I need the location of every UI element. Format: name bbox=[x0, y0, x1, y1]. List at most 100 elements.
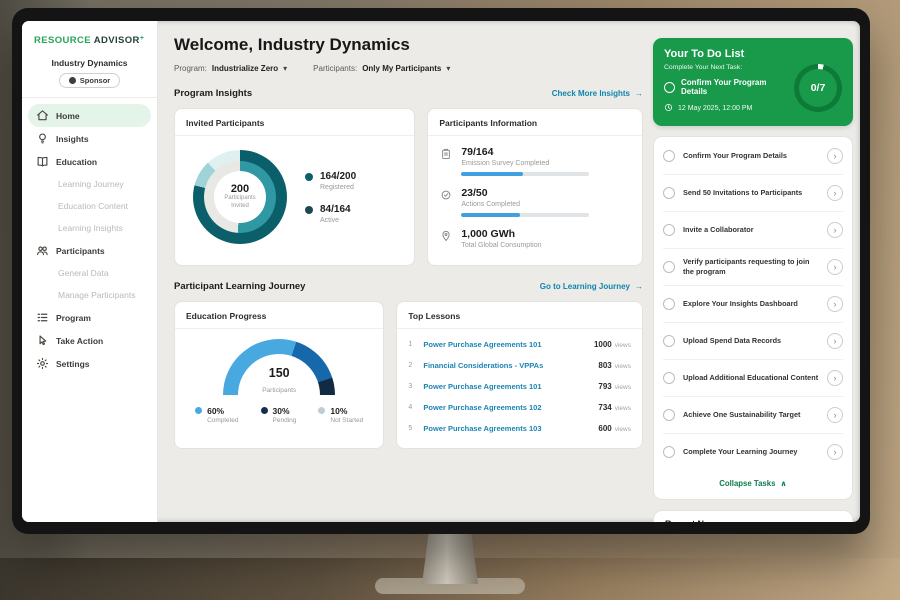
book-icon bbox=[36, 155, 49, 168]
participants-filter[interactable]: Participants: Only My Participants ▾ bbox=[313, 64, 450, 73]
gauge-center-value: 150 bbox=[223, 367, 335, 380]
sidebar-item-education-content[interactable]: Education Content bbox=[28, 195, 151, 217]
lesson-row: 5 Power Purchase Agreements 103 600views bbox=[408, 418, 631, 439]
clipboard-icon bbox=[440, 148, 452, 160]
legend-dot bbox=[305, 206, 313, 214]
sidebar-item-label: Take Action bbox=[56, 336, 103, 346]
scene: RESOURCE ADVISOR+ Industry Dynamics Spon… bbox=[0, 0, 900, 600]
emission-survey-row: 79/164 Emission Survey Completed bbox=[440, 146, 630, 176]
todo-next-task-label: Confirm Your Program Details bbox=[681, 78, 794, 96]
lesson-link[interactable]: Power Purchase Agreements 101 bbox=[423, 340, 583, 349]
legend-value: 84/164 bbox=[320, 204, 351, 215]
chevron-right-icon[interactable]: › bbox=[827, 370, 843, 386]
sidebar-item-participants[interactable]: Participants bbox=[28, 239, 151, 262]
task-row-upload-educational-content[interactable]: Upload Additional Educational Content › bbox=[663, 360, 843, 397]
sponsor-badge[interactable]: Sponsor bbox=[59, 73, 120, 88]
todo-progress-value: 0/7 bbox=[811, 82, 826, 94]
sidebar-item-manage-participants[interactable]: Manage Participants bbox=[28, 284, 151, 306]
org-name: Industry Dynamics bbox=[28, 58, 151, 68]
lesson-rank: 2 bbox=[408, 362, 415, 369]
section-title-learning-journey: Participant Learning Journey bbox=[174, 281, 305, 292]
task-row-send-invitations[interactable]: Send 50 Invitations to Participants › bbox=[663, 175, 843, 212]
filter-bar: Program: Industrialize Zero ▾ Participan… bbox=[174, 64, 643, 73]
checkbox-icon[interactable] bbox=[663, 446, 675, 458]
task-row-explore-insights[interactable]: Explore Your Insights Dashboard › bbox=[663, 286, 843, 323]
sidebar-item-label: Program bbox=[56, 313, 91, 323]
program-filter-value: Industrialize Zero bbox=[212, 64, 278, 73]
sidebar-item-education[interactable]: Education bbox=[28, 150, 151, 173]
task-row-complete-learning-journey[interactable]: Complete Your Learning Journey › bbox=[663, 434, 843, 470]
info-label: Total Global Consumption bbox=[461, 242, 541, 249]
chevron-right-icon[interactable]: › bbox=[827, 222, 843, 238]
lesson-link[interactable]: Power Purchase Agreements 101 bbox=[423, 382, 587, 391]
todo-progress-ring: 0/7 bbox=[794, 64, 842, 112]
sidebar-item-learning-journey[interactable]: Learning Journey bbox=[28, 173, 151, 195]
lesson-views-unit: views bbox=[615, 342, 631, 349]
chevron-right-icon[interactable]: › bbox=[827, 296, 843, 312]
education-progress-card: Education Progress 150 Participants bbox=[174, 301, 384, 449]
info-label: Emission Survey Completed bbox=[461, 160, 589, 167]
lesson-link[interactable]: Power Purchase Agreements 103 bbox=[423, 424, 587, 433]
info-value: 1,000 GWh bbox=[461, 228, 541, 240]
chevron-right-icon[interactable]: › bbox=[827, 259, 843, 275]
link-label: Go to Learning Journey bbox=[540, 282, 630, 291]
checkbox-icon[interactable] bbox=[663, 335, 675, 347]
lesson-row: 4 Power Purchase Agreements 102 734views bbox=[408, 397, 631, 418]
lesson-rank: 5 bbox=[408, 425, 415, 432]
task-label: Verify participants requesting to join t… bbox=[683, 257, 819, 277]
chevron-right-icon[interactable]: › bbox=[827, 148, 843, 164]
sidebar-item-settings[interactable]: Settings bbox=[28, 352, 151, 375]
consumption-row: 1,000 GWh Total Global Consumption bbox=[440, 228, 630, 249]
page-title: Welcome, Industry Dynamics bbox=[174, 35, 643, 55]
sidebar-item-label: Learning Journey bbox=[58, 179, 124, 189]
info-value: 79/164 bbox=[461, 146, 589, 158]
lesson-link[interactable]: Financial Considerations - VPPAs bbox=[423, 361, 587, 370]
sidebar: RESOURCE ADVISOR+ Industry Dynamics Spon… bbox=[22, 21, 158, 522]
donut-center-value: 200 bbox=[231, 183, 249, 195]
go-to-learning-journey-link[interactable]: Go to Learning Journey → bbox=[540, 282, 643, 291]
task-label: Achieve One Sustainability Target bbox=[683, 410, 819, 420]
check-more-insights-link[interactable]: Check More Insights → bbox=[552, 89, 643, 98]
chevron-right-icon[interactable]: › bbox=[827, 407, 843, 423]
legend-pending: 30% Pending bbox=[261, 406, 297, 424]
checkbox-icon[interactable] bbox=[663, 187, 675, 199]
sidebar-item-take-action[interactable]: Take Action bbox=[28, 329, 151, 352]
sidebar-item-program[interactable]: Program bbox=[28, 306, 151, 329]
task-row-verify-participants[interactable]: Verify participants requesting to join t… bbox=[663, 249, 843, 286]
checkbox-icon[interactable] bbox=[663, 298, 675, 310]
sidebar-item-home[interactable]: Home bbox=[28, 104, 151, 127]
checkbox-icon[interactable] bbox=[663, 224, 675, 236]
lesson-views-unit: views bbox=[615, 363, 631, 370]
lesson-row: 2 Financial Considerations - VPPAs 803vi… bbox=[408, 355, 631, 376]
checkbox-icon[interactable] bbox=[663, 261, 675, 273]
collapse-tasks-button[interactable]: Collapse Tasks ∧ bbox=[663, 470, 843, 496]
checkbox-icon[interactable] bbox=[663, 150, 675, 162]
legend-dot bbox=[305, 173, 313, 181]
recent-news-card: Recent News bbox=[653, 510, 853, 522]
task-row-upload-spend-data[interactable]: Upload Spend Data Records › bbox=[663, 323, 843, 360]
lesson-link[interactable]: Power Purchase Agreements 102 bbox=[423, 403, 587, 412]
sponsor-icon bbox=[69, 77, 76, 84]
checkbox-icon[interactable] bbox=[663, 372, 675, 384]
checkbox-icon[interactable] bbox=[663, 409, 675, 421]
chevron-right-icon[interactable]: › bbox=[827, 185, 843, 201]
sidebar-item-label: Participants bbox=[56, 246, 105, 256]
sidebar-item-learning-insights[interactable]: Learning Insights bbox=[28, 217, 151, 239]
task-label: Invite a Collaborator bbox=[683, 225, 819, 235]
sidebar-item-general-data[interactable]: General Data bbox=[28, 262, 151, 284]
legend-value: 30% bbox=[273, 406, 297, 416]
gauge-center-label: Participants bbox=[262, 387, 296, 394]
task-row-confirm-program[interactable]: Confirm Your Program Details › bbox=[663, 138, 843, 175]
check-circle-icon bbox=[440, 189, 452, 201]
chevron-right-icon[interactable]: › bbox=[827, 444, 843, 460]
org-section: Industry Dynamics Sponsor bbox=[22, 54, 157, 98]
lesson-rank: 1 bbox=[408, 341, 415, 348]
chevron-right-icon[interactable]: › bbox=[827, 333, 843, 349]
task-row-invite-collaborator[interactable]: Invite a Collaborator › bbox=[663, 212, 843, 249]
task-row-achieve-target[interactable]: Achieve One Sustainability Target › bbox=[663, 397, 843, 434]
todo-next-task[interactable]: Confirm Your Program Details bbox=[664, 78, 794, 96]
program-filter-label: Program: bbox=[174, 64, 207, 73]
sidebar-item-insights[interactable]: Insights bbox=[28, 127, 151, 150]
program-filter[interactable]: Program: Industrialize Zero ▾ bbox=[174, 64, 287, 73]
top-lessons-card: Top Lessons 1 Power Purchase Agreements … bbox=[396, 301, 643, 449]
